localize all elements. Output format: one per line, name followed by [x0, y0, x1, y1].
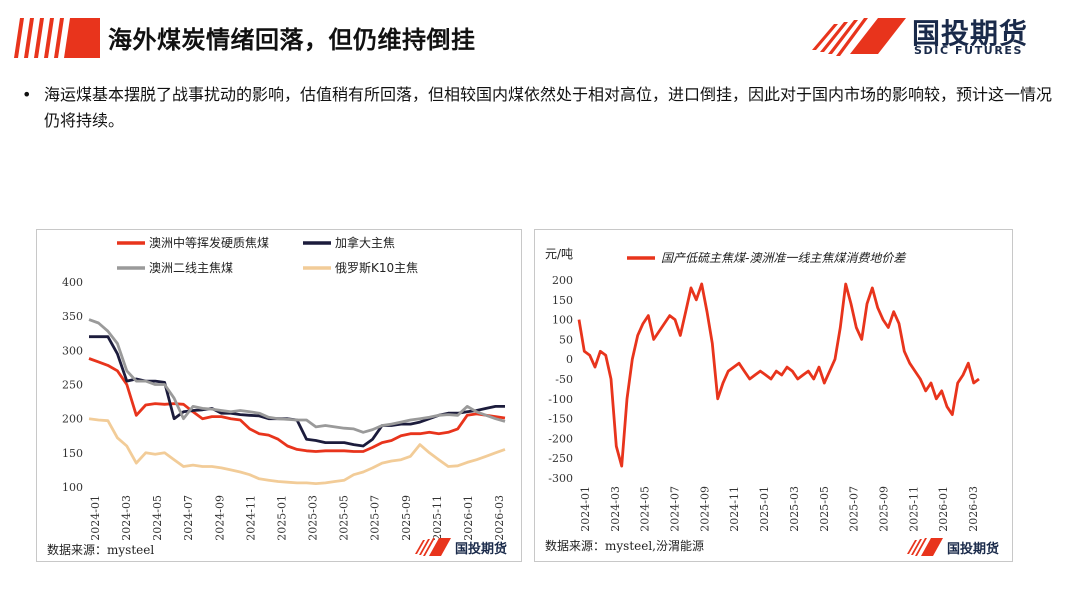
x-tick-label: 2024-11: [244, 495, 257, 541]
chart-1-logo-icon: [415, 538, 451, 556]
series-line-0: [88, 357, 506, 453]
chart-1-svg: 100 150 200 250 300 350 400 2024-01 2024-03 2024-…: [62, 235, 506, 541]
x-tick-label: 2024-07: [182, 495, 195, 541]
bullet-marker: •: [22, 85, 32, 104]
y-axis-unit-label: 元/吨: [545, 247, 573, 261]
sdic-logo-icon: [812, 18, 906, 56]
chart-1-source: 数据来源：mysteel: [47, 543, 155, 557]
x-tick-label: 2024-07: [669, 486, 682, 532]
x-tick-label: 2024-03: [120, 495, 133, 541]
y-tick-label: 350: [62, 310, 83, 323]
chart-1-logo-text: 国投期货: [455, 542, 508, 557]
x-tick-label: 2025-03: [307, 495, 320, 541]
header-stripes-decoration: [14, 18, 100, 58]
y-tick-label: 0: [566, 353, 573, 366]
chart-2-logo: 国投期货: [907, 538, 999, 560]
x-tick-label: 2026-03: [967, 486, 980, 532]
chart-title: 国产低硫主焦煤-澳洲准一线主焦煤消费地价差: [661, 251, 906, 265]
x-tick-label: 2024-03: [609, 486, 622, 532]
x-tick-label: 2025-09: [877, 486, 890, 532]
logo-text-cn: 国投期货: [912, 17, 1029, 50]
y-tick-label: 150: [62, 447, 83, 460]
chart-price-spread: -300 -250 -200 -150 -100 -50 0 50 100 150 200 2024-…: [534, 229, 1013, 562]
chart-1-logo: 国投期货: [415, 538, 507, 560]
x-tick-label: 2025-11: [431, 495, 444, 541]
x-tick-label: 2025-07: [848, 486, 861, 532]
chart-2-logo-text: 国投期货: [947, 542, 1000, 557]
y-tick-label: 250: [62, 379, 83, 392]
x-tick-label: 2026-01: [462, 495, 475, 541]
y-tick-label: -100: [548, 393, 573, 406]
y-tick-label: -250: [548, 452, 573, 465]
y-tick-label: 200: [552, 274, 573, 287]
x-tick-label: 2024-11: [728, 486, 741, 532]
y-tick-label: 150: [552, 294, 573, 307]
series-line-1: [89, 335, 505, 448]
legend-label-0: 澳洲中等挥发硬质焦煤: [149, 235, 269, 250]
x-tick-label: 2025-01: [275, 495, 288, 541]
y-tick-label: -50: [555, 373, 573, 386]
y-tick-label: 400: [62, 276, 83, 289]
legend-label-3: 俄罗斯K10主焦: [335, 261, 418, 275]
bullet-text: 海运煤基本摆脱了战事扰动的影响，估值稍有所回落，但相较国内煤依然处于相对高位，进…: [44, 85, 1053, 130]
chart-2-svg: -300 -250 -200 -150 -100 -50 0 50 100 150 200 2024-…: [545, 247, 980, 532]
x-tick-label: 2025-09: [400, 495, 413, 541]
y-tick-label: 100: [62, 481, 83, 494]
y-tick-label: 300: [62, 344, 83, 357]
x-tick-label: 2024-09: [213, 495, 226, 541]
chart-2-logo-icon: [907, 538, 943, 556]
x-tick-label: 2024-01: [579, 486, 592, 532]
x-tick-label: 2025-05: [818, 486, 831, 532]
y-tick-label: 100: [552, 314, 573, 327]
chart-2-source: 数据来源：mysteel,汾渭能源: [545, 539, 704, 553]
series-line-2: [88, 318, 506, 434]
legend-label-1: 加拿大主焦: [335, 235, 395, 250]
y-tick-label: 50: [559, 333, 573, 346]
legend-label-2: 澳洲二线主焦煤: [149, 261, 233, 275]
y-tick-label: -300: [548, 472, 573, 485]
y-tick-label: -150: [548, 413, 573, 426]
page-title: 海外煤炭情绪回落，但仍维持倒挂: [108, 26, 476, 54]
x-tick-label: 2026-03: [493, 495, 506, 541]
series-line-0: [577, 282, 980, 468]
x-tick-label: 2024-05: [151, 495, 164, 541]
series-line-3: [88, 417, 506, 486]
logo-text-en: SDIC FUTURES: [914, 44, 1024, 57]
x-tick-label: 2025-01: [758, 486, 771, 532]
x-tick-label: 2025-03: [788, 486, 801, 532]
x-tick-label: 2024-01: [89, 495, 102, 541]
y-tick-label: -200: [548, 432, 573, 445]
x-tick-label: 2024-09: [698, 486, 711, 532]
y-tick-label: 200: [62, 413, 83, 426]
x-tick-label: 2025-07: [369, 495, 382, 541]
x-tick-label: 2024-05: [639, 486, 652, 532]
x-tick-label: 2025-11: [907, 486, 920, 532]
x-tick-label: 2026-01: [937, 486, 950, 532]
chart-coking-coal-prices: 100 150 200 250 300 350 400 2024-01 2024-03 2024-…: [36, 229, 522, 562]
x-tick-label: 2025-05: [338, 495, 351, 541]
